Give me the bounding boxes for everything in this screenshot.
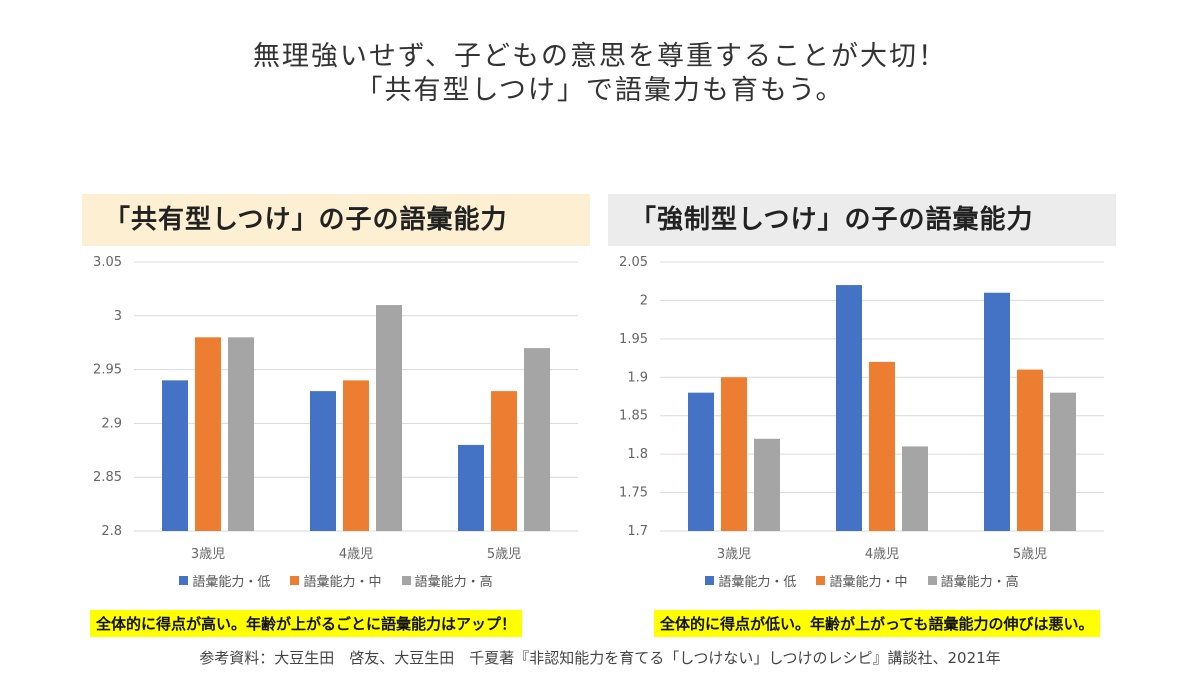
bar bbox=[162, 380, 188, 531]
bar bbox=[1050, 392, 1076, 531]
y-tick-label: 3 bbox=[114, 309, 122, 324]
legend-swatch bbox=[179, 576, 189, 585]
y-tick-label: 1.9 bbox=[627, 370, 648, 385]
note-shared: 全体的に得点が高い。年齢が上がるごとに語彙能力はアップ！ bbox=[90, 610, 523, 637]
x-tick-label: 3歳児 bbox=[191, 547, 225, 562]
chart-title: 「強制型しつけ」の子の語彙能力 bbox=[608, 194, 1116, 246]
headline-line-1: 無理強いせず、子どもの意思を尊重することが大切！ bbox=[252, 41, 948, 72]
legend-item-low: 語彙能力・低 bbox=[705, 571, 796, 590]
legend-item-mid: 語彙能力・中 bbox=[290, 571, 382, 590]
legend-item-low: 語彙能力・低 bbox=[179, 571, 270, 590]
y-tick-label: 1.85 bbox=[619, 409, 648, 424]
bar bbox=[688, 392, 714, 531]
bar bbox=[721, 377, 747, 531]
y-tick-label: 2.05 bbox=[619, 255, 648, 270]
bar bbox=[754, 438, 780, 531]
legend-swatch bbox=[816, 576, 826, 585]
legend-label: 語彙能力・中 bbox=[829, 575, 908, 590]
chart-legend: 語彙能力・低 語彙能力・中 語彙能力・高 bbox=[608, 571, 1116, 590]
bar bbox=[458, 444, 484, 531]
bar-chart-shared: 2.8 2.85 2.9 2.95 3 3.05 3歳児 4歳児 5歳児 bbox=[93, 255, 578, 562]
bar bbox=[869, 361, 895, 531]
legend-label: 語彙能力・高 bbox=[940, 575, 1019, 590]
bar bbox=[195, 337, 221, 531]
x-tick-label: 3歳児 bbox=[717, 547, 751, 562]
bar-chart-forced: 1.7 1.75 1.8 1.85 1.9 1.95 2 2.05 3歳児 4歳児 5歳児 bbox=[619, 255, 1104, 562]
headline: 無理強いせず、子どもの意思を尊重することが大切！ 「共有型しつけ」で語彙力も育も… bbox=[0, 40, 1200, 108]
legend-label: 語彙能力・低 bbox=[192, 575, 271, 590]
y-tick-label: 1.75 bbox=[619, 486, 648, 501]
bar bbox=[524, 348, 550, 531]
bar bbox=[902, 446, 928, 531]
y-tick-label: 1.7 bbox=[627, 524, 648, 539]
legend-swatch bbox=[290, 576, 300, 585]
chart-legend: 語彙能力・低 語彙能力・中 語彙能力・高 bbox=[82, 571, 590, 590]
y-tick-label: 2.85 bbox=[93, 470, 122, 485]
y-tick-label: 3.05 bbox=[93, 255, 122, 270]
bar bbox=[343, 380, 369, 531]
legend-item-mid: 語彙能力・中 bbox=[816, 571, 908, 590]
y-tick-label: 1.95 bbox=[619, 332, 648, 347]
y-tick-label: 2 bbox=[640, 293, 648, 308]
legend-item-high: 語彙能力・高 bbox=[401, 571, 493, 590]
x-tick-label: 4歳児 bbox=[339, 547, 373, 562]
chart-title: 「共有型しつけ」の子の語彙能力 bbox=[82, 194, 590, 246]
bar bbox=[376, 305, 402, 531]
note-forced: 全体的に得点が低い。年齢が上がっても語彙能力の伸びは悪い。 bbox=[654, 610, 1100, 637]
y-tick-label: 1.8 bbox=[627, 447, 648, 462]
chart-panel-forced: 「強制型しつけ」の子の語彙能力 1.7 1.75 1.8 1.85 1.9 1.95 2 2.… bbox=[608, 194, 1116, 590]
legend-label: 語彙能力・中 bbox=[303, 575, 382, 590]
headline-line-2: 「共有型しつけ」で語彙力も育もう。 bbox=[355, 75, 845, 106]
y-tick-label: 2.95 bbox=[93, 363, 122, 378]
legend-label: 語彙能力・低 bbox=[718, 575, 797, 590]
bar bbox=[491, 391, 517, 531]
legend-label: 語彙能力・高 bbox=[414, 575, 493, 590]
legend-swatch bbox=[927, 576, 937, 585]
y-tick-label: 2.8 bbox=[101, 524, 122, 539]
bar bbox=[836, 285, 862, 531]
legend-item-high: 語彙能力・高 bbox=[927, 571, 1019, 590]
legend-swatch bbox=[401, 576, 411, 585]
x-tick-label: 5歳児 bbox=[487, 547, 521, 562]
bar bbox=[984, 292, 1010, 531]
legend-swatch bbox=[705, 576, 715, 585]
bar bbox=[1017, 369, 1043, 531]
x-tick-label: 4歳児 bbox=[865, 547, 899, 562]
y-tick-label: 2.9 bbox=[101, 416, 122, 431]
bar bbox=[228, 337, 254, 531]
bar bbox=[310, 391, 336, 531]
source-citation: 参考資料：大豆生田 啓友、大豆生田 千夏著『非認知能力を育てる「しつけない」しつ… bbox=[199, 649, 1001, 667]
x-tick-label: 5歳児 bbox=[1013, 547, 1047, 562]
chart-panel-shared: 「共有型しつけ」の子の語彙能力 2.8 2.85 2.9 2.95 3 3.05 3歳児 4歳… bbox=[82, 194, 590, 590]
